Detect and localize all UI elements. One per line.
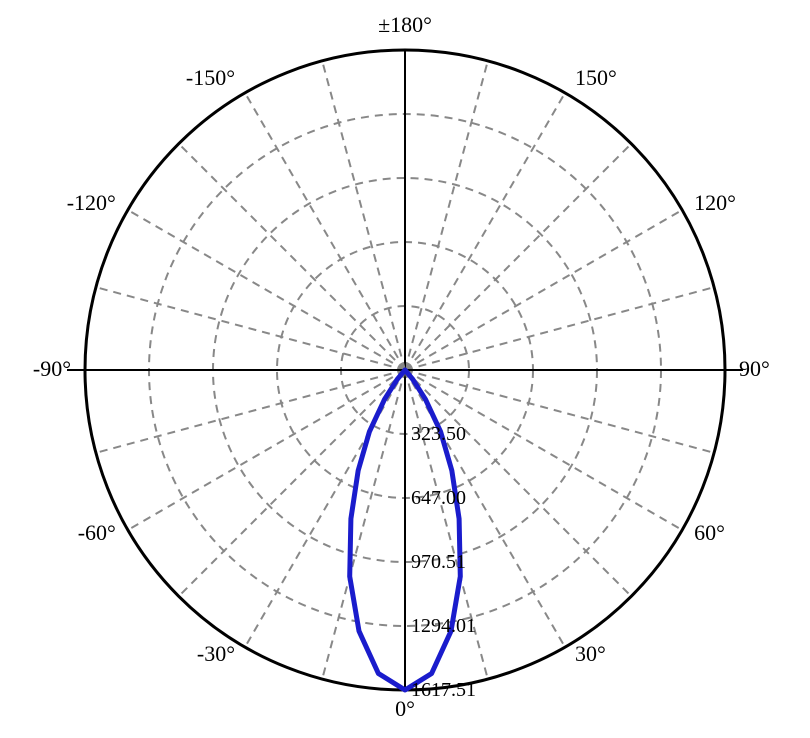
radial-tick-label: 323.50: [411, 423, 466, 445]
angle-label: -150°: [186, 65, 235, 90]
grid-spoke: [405, 93, 565, 370]
grid-spoke: [405, 61, 488, 370]
grid-spoke: [128, 210, 405, 370]
radial-tick-label: 1294.01: [411, 615, 476, 637]
grid-spoke: [322, 370, 405, 679]
grid-spoke: [179, 144, 405, 370]
angle-label: 60°: [694, 520, 725, 545]
grid-spoke: [322, 61, 405, 370]
angle-label: -120°: [67, 190, 116, 215]
angle-label: ±180°: [378, 12, 432, 37]
polar-chart: 323.50 647.00 970.51 1294.01 1617.51 ±180° -15…: [0, 0, 810, 738]
angle-label: -90°: [33, 356, 71, 381]
angle-label: 30°: [575, 641, 606, 666]
angle-label: 150°: [575, 65, 617, 90]
radial-tick-label: 647.00: [411, 487, 466, 509]
angle-label: 0°: [395, 696, 415, 721]
grid-spoke: [96, 287, 405, 370]
radial-tick-label: 970.51: [411, 551, 466, 573]
polar-chart-container: 323.50 647.00 970.51 1294.01 1617.51 ±180° -15…: [0, 0, 810, 738]
radial-tick-label: 1617.51: [411, 679, 476, 701]
grid-spoke: [245, 93, 405, 370]
angle-label: 120°: [694, 190, 736, 215]
angle-label: -60°: [78, 520, 116, 545]
grid-spoke: [405, 210, 682, 370]
angle-label: -30°: [197, 641, 235, 666]
grid-spoke: [405, 144, 631, 370]
grid-spoke: [96, 370, 405, 453]
grid-spoke: [179, 370, 405, 596]
angle-label: 90°: [739, 356, 770, 381]
grid-spoke: [405, 287, 714, 370]
